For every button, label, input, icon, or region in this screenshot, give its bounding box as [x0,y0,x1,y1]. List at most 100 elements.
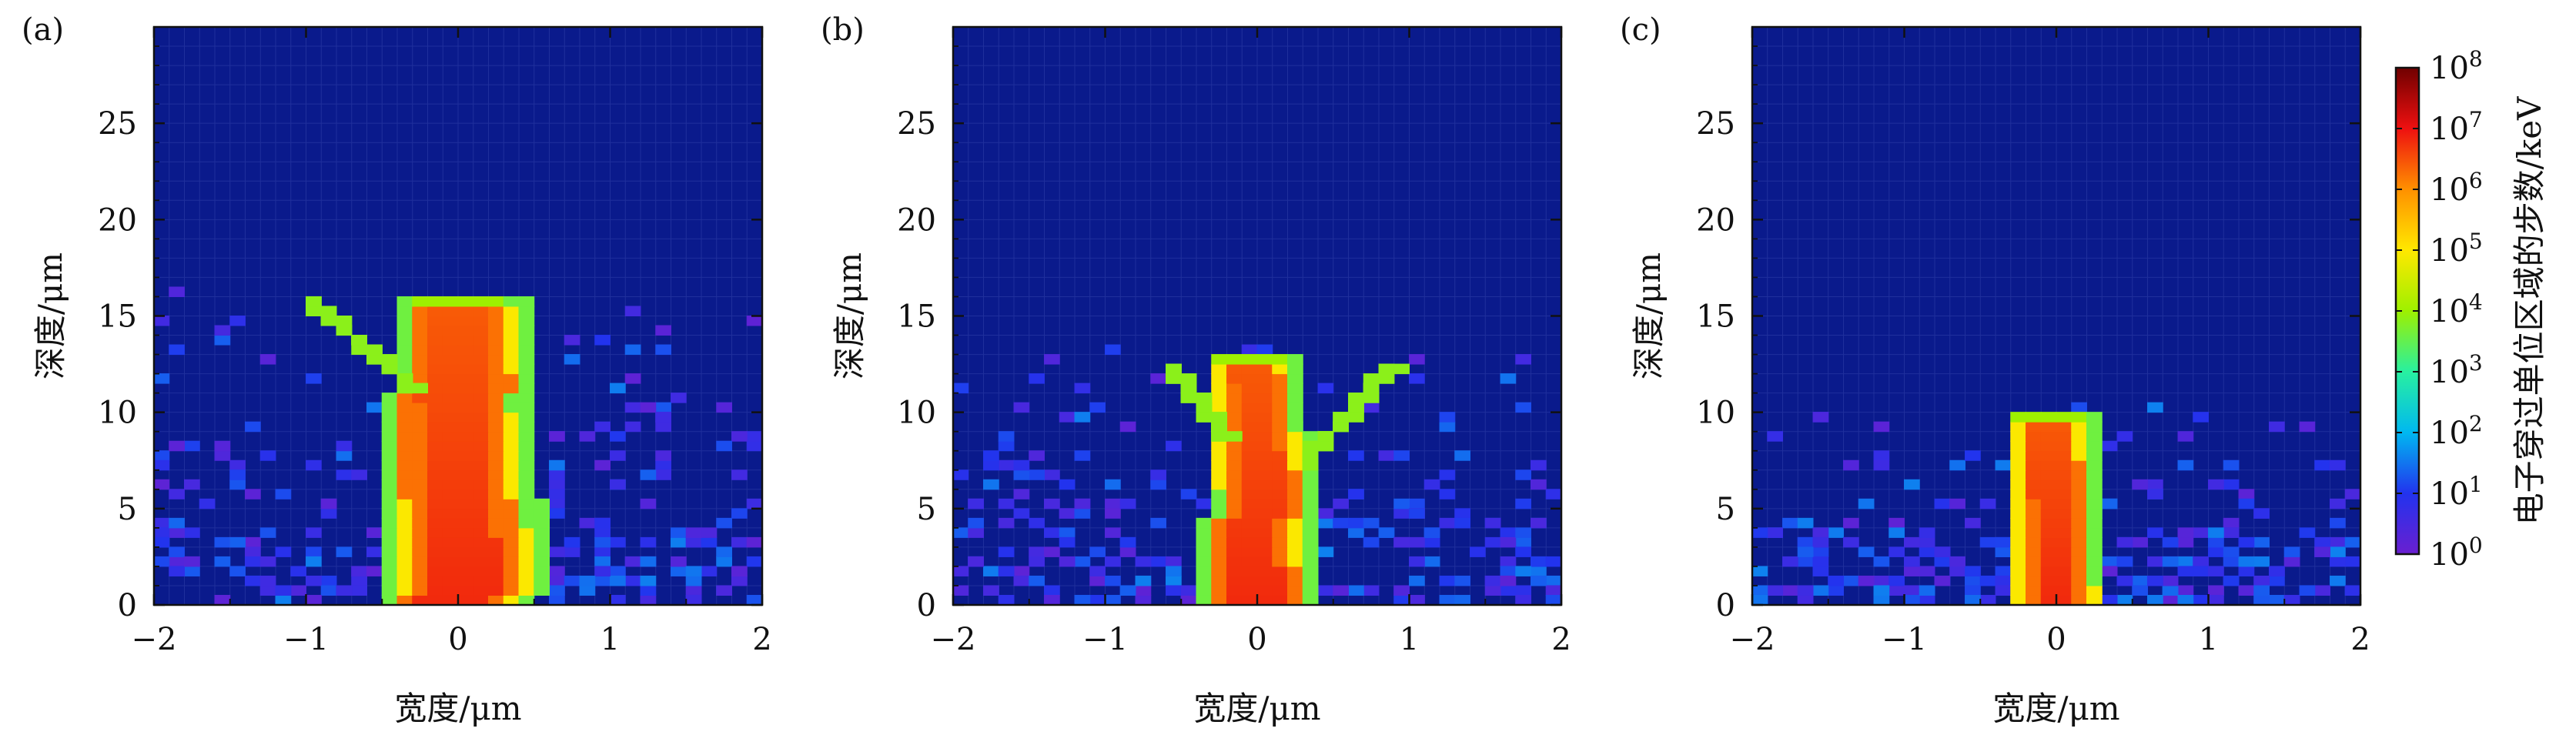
scatter-cell [1013,402,1030,413]
core-cell [427,527,443,538]
scatter-cell [336,450,353,461]
scatter-cell [169,440,185,452]
core-cell [396,575,413,586]
core-cell [2056,459,2073,471]
scatter-cell [336,546,353,557]
scatter-cell [579,575,596,586]
core-cell [381,402,398,413]
scatter-cell [351,585,367,596]
scatter-cell [610,575,626,586]
scatter-cell [671,556,687,567]
core-cell [2071,556,2087,567]
scatter-cell [610,536,626,548]
scatter-cell [1029,556,1045,567]
core-cell [1226,489,1243,499]
scatter-cell [1348,489,1364,499]
core-cell [1226,354,1243,365]
scatter-cell [983,566,999,576]
scatter-cell [701,536,718,548]
scatter-cell [1333,498,1349,509]
core-cell [473,527,489,538]
core-cell [412,594,428,606]
core-cell [1241,412,1258,423]
core-cell [442,546,459,557]
scatter-cell [952,585,969,596]
colorbar-tick-label: 107 [2430,107,2483,147]
core-cell [381,594,398,606]
scatter-cell [2116,575,2133,586]
scatter-cell [1074,450,1091,461]
core-cell [442,517,459,529]
scatter-cell [2253,575,2270,586]
core-cell [457,440,474,452]
core-cell [396,393,413,403]
core-cell [2026,575,2042,586]
core-cell [2056,469,2073,480]
scatter-cell [366,527,383,538]
scatter-cell [1044,498,1060,509]
scatter-cell [968,498,984,509]
scatter-cell [1797,594,1814,606]
scatter-cell [671,566,687,576]
core-cell [518,556,535,567]
core-cell [1241,459,1258,471]
core-cell [488,450,504,461]
core-cell [488,459,504,471]
scatter-cell [716,517,732,529]
core-cell [396,556,413,567]
scatter-cell [1013,489,1030,499]
core-cell [1256,546,1273,557]
scatter-cell [184,556,200,567]
core-cell [2056,585,2073,596]
core-cell [518,517,535,529]
y-tick-label: 10 [1696,396,1735,431]
scatter-cell [624,556,641,567]
x-tick-label: −2 [931,622,976,657]
core-cell [503,517,520,529]
core-cell [2086,421,2103,433]
core-cell [473,566,489,576]
core-cell [442,556,459,567]
core-cell [1302,489,1319,499]
core-cell [427,546,443,557]
y-tick-label: 15 [1696,299,1735,335]
core-cell [2071,440,2087,452]
scatter-cell [2101,566,2118,576]
core-cell [412,508,428,519]
scatter-cell [1531,459,1547,471]
scatter-cell [640,536,657,548]
core-cell [1241,363,1258,375]
core-cell [503,335,520,346]
scatter-cell [1378,527,1395,538]
core-cell [534,536,550,548]
scatter-cell [2132,575,2148,586]
core-cell [1302,585,1319,596]
branch-cell [1348,402,1364,413]
branch-cell [1348,393,1364,403]
core-cell [442,373,459,384]
core-cell [442,383,459,394]
core-cell [2010,517,2026,529]
scatter-cell [320,575,337,586]
branch-cell [1317,431,1334,442]
core-cell [473,536,489,548]
core-cell [2056,498,2073,509]
core-cell [412,335,428,346]
core-cell [1302,431,1319,442]
core-cell [518,316,535,326]
core-cell [457,363,474,375]
scatter-cell [1751,566,1768,576]
core-cell [473,489,489,499]
core-cell [396,440,413,452]
scatter-cell [1812,536,1829,548]
core-cell [442,335,459,346]
core-cell [1196,585,1213,596]
core-cell [442,412,459,423]
core-cell [2026,556,2042,567]
x-tick-label: 0 [448,622,467,657]
core-cell [1196,594,1213,606]
core-cell [488,546,504,557]
y-axis-label: 深度/μm [32,252,69,379]
core-cell [488,306,504,316]
core-cell [2056,517,2073,529]
